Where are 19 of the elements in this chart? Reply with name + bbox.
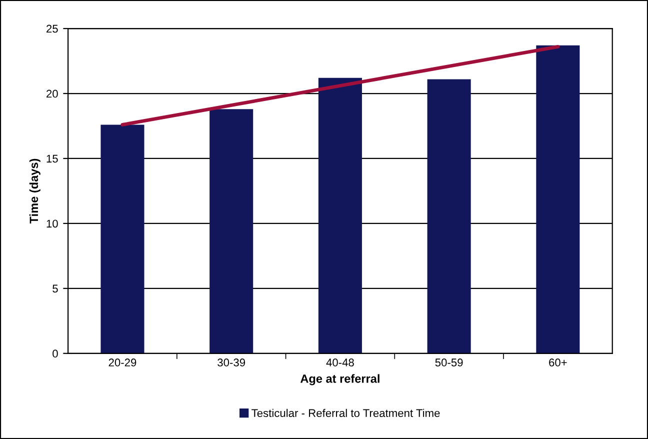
x-tick-label: 40-48 — [326, 358, 354, 366]
y-tick-label: 0 — [52, 350, 58, 358]
x-tick-label: 50-59 — [435, 358, 463, 366]
bar — [318, 78, 362, 354]
y-tick-label: 20 — [46, 90, 58, 98]
legend-label: Testicular - Referral to Treatment Time — [252, 408, 440, 418]
y-tick-label: 25 — [46, 24, 58, 33]
y-axis-title: Time (days) — [29, 158, 40, 224]
x-tick-label: 30-39 — [218, 358, 246, 366]
y-tick-label: 5 — [52, 284, 58, 293]
bar — [427, 79, 471, 354]
x-axis-title: Age at referral — [300, 374, 380, 386]
bar — [536, 45, 580, 354]
y-tick-label: 15 — [46, 154, 58, 163]
y-tick-label: 10 — [46, 220, 58, 228]
x-tick-label: 20-29 — [108, 358, 136, 366]
bar — [100, 124, 144, 354]
bar — [210, 109, 254, 354]
x-tick-label: 60+ — [549, 358, 567, 366]
